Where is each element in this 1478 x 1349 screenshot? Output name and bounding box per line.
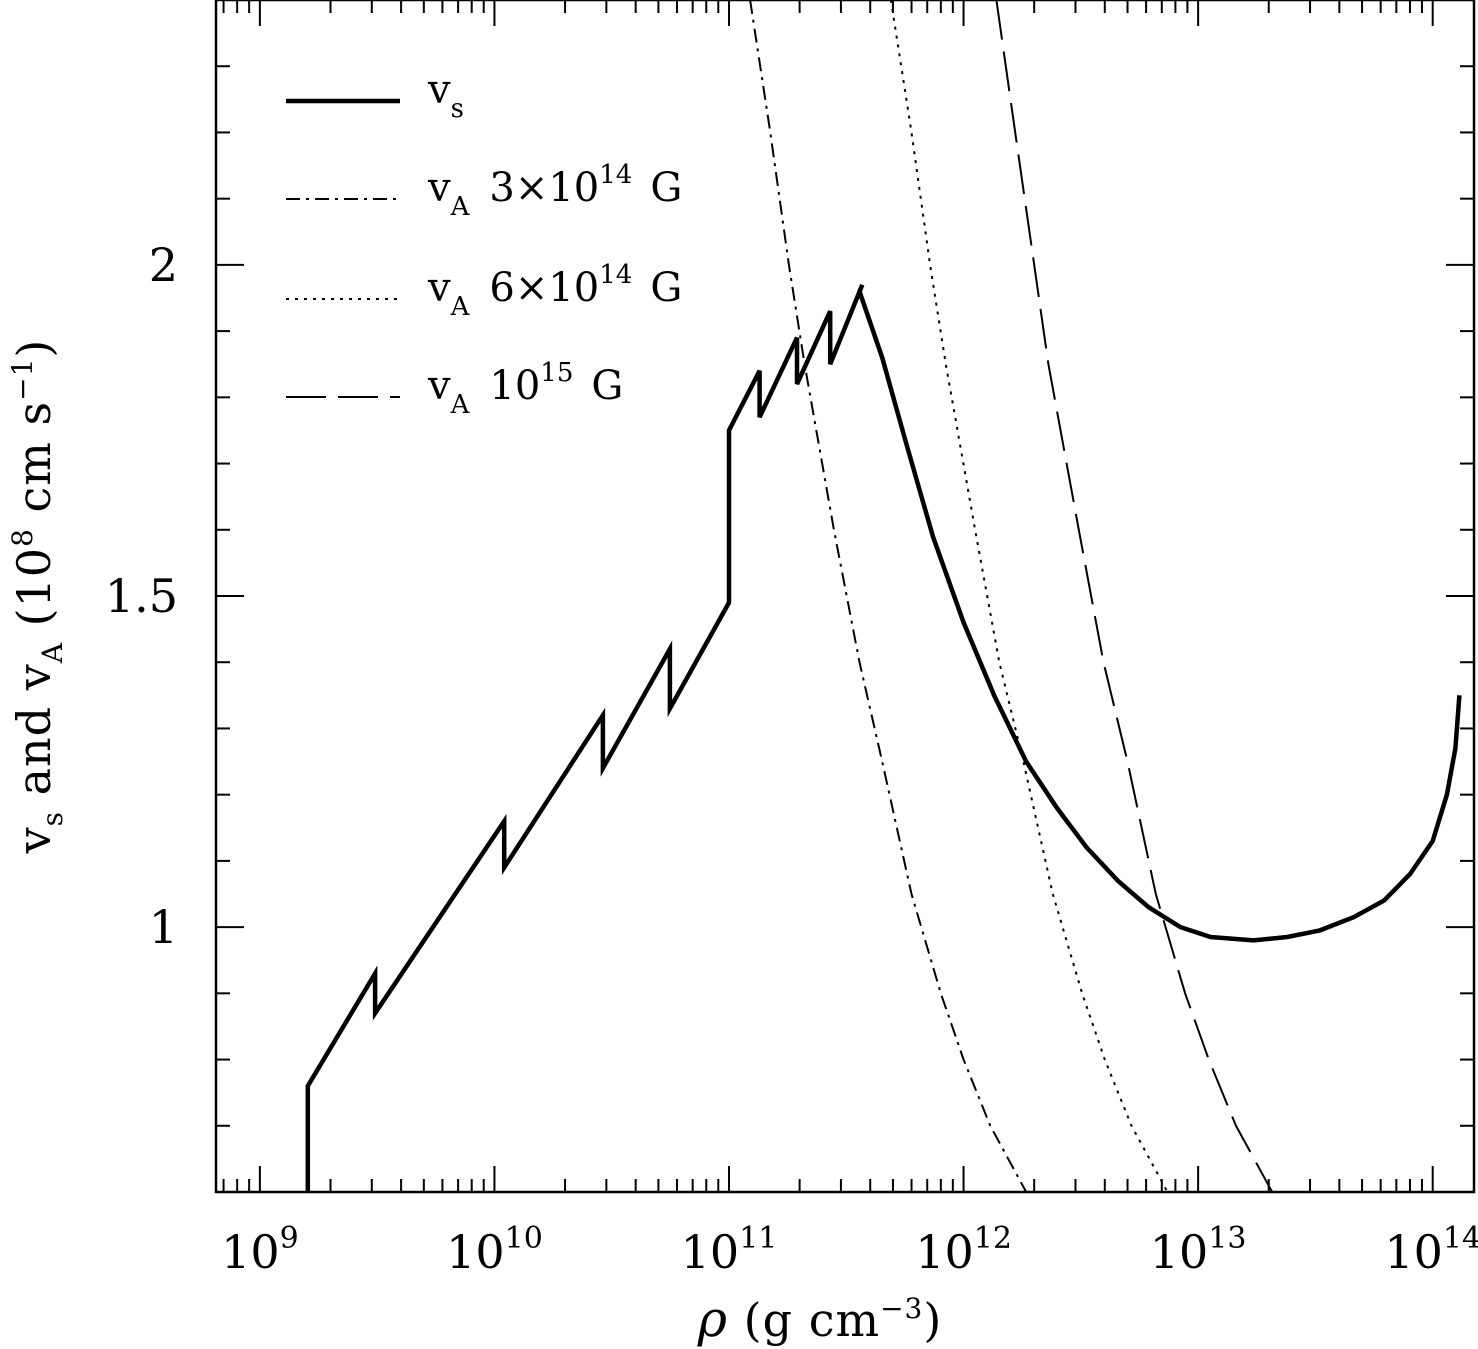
legend: vs vA 3×1014 G vA 6×1014 G vA 1015 G <box>286 67 682 420</box>
legend-label-3: vA 6×1014 G <box>427 260 682 322</box>
legend-label-1: vs <box>427 67 464 124</box>
svg-text:vs and vA (108 cm s−1): vs and vA (108 cm s−1) <box>6 339 69 855</box>
y-tick-label: 2 <box>149 238 178 292</box>
x-tick-label: 1014 <box>1384 1221 1478 1279</box>
series-line-1 <box>305 283 1462 1192</box>
series-line-2 <box>749 0 1028 1193</box>
y-axis-label: vs and vA (108 cm s−1) <box>6 339 69 855</box>
axis-ticks <box>216 0 1474 1193</box>
legend-label-4: vA 1015 G <box>427 358 623 420</box>
tick-labels: 109 1010 1011 1012 1013 1014 1 1.5 2 <box>105 238 1478 1279</box>
x-tick-label: 1012 <box>915 1221 1012 1279</box>
x-tick-label: 1013 <box>1150 1221 1247 1279</box>
series-line-3 <box>889 0 1169 1193</box>
y-tick-label: 1 <box>149 900 178 954</box>
x-tick-label: 1010 <box>446 1221 543 1279</box>
svg-text:ρ (g cm−3): ρ (g cm−3) <box>697 1290 943 1348</box>
series-line-4 <box>995 0 1274 1193</box>
y-tick-label: 1.5 <box>105 569 178 623</box>
x-axis-label: ρ (g cm−3) <box>697 1290 943 1348</box>
legend-label-2: vA 3×1014 G <box>427 160 682 222</box>
x-tick-label: 109 <box>221 1221 299 1279</box>
x-tick-label: 1011 <box>681 1221 778 1279</box>
plot-frame <box>214 0 1476 1194</box>
series-layer <box>305 0 1462 1193</box>
